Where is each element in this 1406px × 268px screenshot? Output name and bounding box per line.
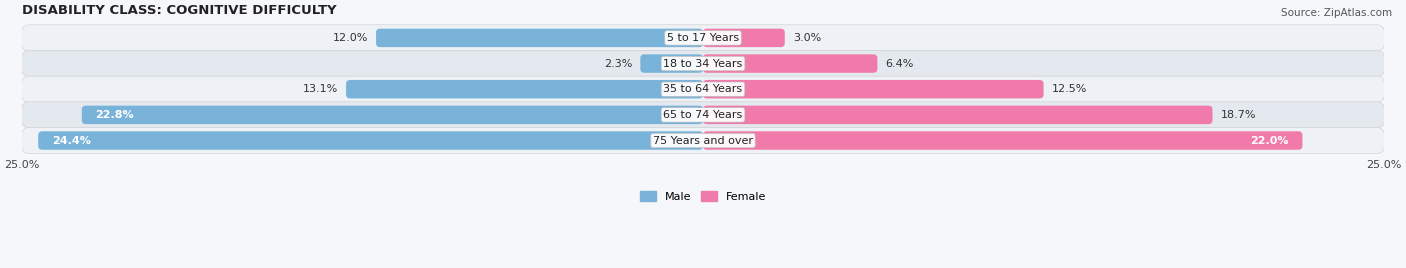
FancyBboxPatch shape [640,54,703,73]
FancyBboxPatch shape [21,102,1385,128]
Text: 3.0%: 3.0% [793,33,821,43]
FancyBboxPatch shape [703,29,785,47]
Text: 18 to 34 Years: 18 to 34 Years [664,58,742,69]
Text: 22.8%: 22.8% [96,110,134,120]
FancyBboxPatch shape [21,128,1385,154]
Text: 5 to 17 Years: 5 to 17 Years [666,33,740,43]
Text: 18.7%: 18.7% [1220,110,1256,120]
FancyBboxPatch shape [346,80,703,98]
Text: 13.1%: 13.1% [302,84,337,94]
Text: 75 Years and over: 75 Years and over [652,136,754,146]
Text: 22.0%: 22.0% [1250,136,1289,146]
Text: Source: ZipAtlas.com: Source: ZipAtlas.com [1281,8,1392,18]
Text: 24.4%: 24.4% [52,136,91,146]
FancyBboxPatch shape [703,131,1302,150]
FancyBboxPatch shape [703,54,877,73]
FancyBboxPatch shape [38,131,703,150]
FancyBboxPatch shape [82,106,703,124]
FancyBboxPatch shape [21,25,1385,51]
FancyBboxPatch shape [375,29,703,47]
Legend: Male, Female: Male, Female [636,187,770,206]
FancyBboxPatch shape [703,106,1212,124]
Text: DISABILITY CLASS: COGNITIVE DIFFICULTY: DISABILITY CLASS: COGNITIVE DIFFICULTY [22,4,336,17]
Text: 2.3%: 2.3% [603,58,633,69]
Text: 6.4%: 6.4% [886,58,914,69]
Text: 65 to 74 Years: 65 to 74 Years [664,110,742,120]
FancyBboxPatch shape [703,80,1043,98]
Text: 35 to 64 Years: 35 to 64 Years [664,84,742,94]
Text: 12.5%: 12.5% [1052,84,1087,94]
Text: 12.0%: 12.0% [332,33,368,43]
FancyBboxPatch shape [21,76,1385,102]
FancyBboxPatch shape [21,50,1385,77]
